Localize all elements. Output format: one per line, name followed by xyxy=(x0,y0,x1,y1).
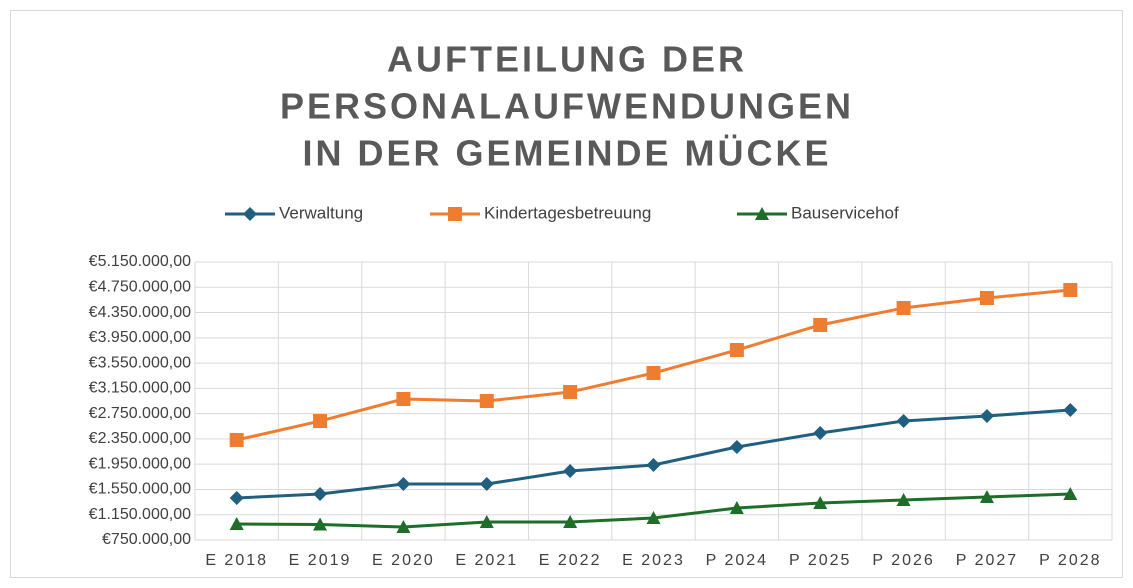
y-tick-label: €4.750.000,00 xyxy=(89,278,191,295)
data-point xyxy=(563,464,578,479)
data-point xyxy=(979,408,994,423)
y-tick-label: €1.550.000,00 xyxy=(89,481,191,498)
data-point xyxy=(646,366,661,381)
data-point xyxy=(979,291,994,306)
legend-marker xyxy=(755,207,769,220)
data-point xyxy=(563,385,578,400)
y-tick-label: €3.950.000,00 xyxy=(89,329,191,346)
x-tick-label: E 2023 xyxy=(622,552,685,569)
data-point xyxy=(813,425,828,440)
x-tick-label: E 2018 xyxy=(205,552,268,569)
chart-title: PERSONALAUFWENDUNGEN xyxy=(280,86,854,127)
data-point xyxy=(1063,487,1078,501)
data-point xyxy=(396,477,411,492)
y-tick-label: €3.150.000,00 xyxy=(89,380,191,397)
data-point xyxy=(646,458,661,473)
x-tick-label: P 2025 xyxy=(789,552,851,569)
x-tick-label: P 2026 xyxy=(872,552,934,569)
x-tick-label: P 2024 xyxy=(706,552,768,569)
data-point xyxy=(1063,402,1078,417)
data-point xyxy=(1063,282,1078,297)
data-point xyxy=(646,511,661,525)
y-tick-label: €5.150.000,00 xyxy=(89,253,191,270)
data-point xyxy=(479,477,494,492)
data-point xyxy=(396,391,411,406)
data-point xyxy=(313,414,328,429)
data-point xyxy=(896,300,911,315)
x-tick-label: E 2020 xyxy=(372,552,435,569)
data-point xyxy=(979,489,994,503)
chart-title: IN DER GEMEINDE MÜCKE xyxy=(302,133,831,174)
y-tick-label: €4.350.000,00 xyxy=(89,304,191,321)
data-point xyxy=(396,519,411,533)
legend-label: Bauservicehof xyxy=(791,203,899,222)
data-point xyxy=(729,439,744,454)
legend-label: Kindertagesbetreuung xyxy=(484,203,651,222)
y-tick-label: €750.000,00 xyxy=(102,531,191,548)
y-tick-label: €2.350.000,00 xyxy=(89,430,191,447)
data-point xyxy=(896,414,911,429)
x-tick-label: E 2021 xyxy=(455,552,518,569)
data-point xyxy=(313,487,328,502)
data-point xyxy=(729,501,744,515)
x-tick-label: E 2022 xyxy=(539,552,602,569)
data-point xyxy=(229,432,244,447)
data-point xyxy=(813,317,828,332)
chart-title: AUFTEILUNG DER xyxy=(387,39,747,80)
x-tick-label: P 2028 xyxy=(1039,552,1101,569)
data-point xyxy=(313,517,328,531)
y-tick-label: €1.150.000,00 xyxy=(89,506,191,523)
data-point xyxy=(479,394,494,408)
data-point xyxy=(896,493,911,507)
data-point xyxy=(479,514,494,528)
data-point xyxy=(729,343,744,358)
data-point xyxy=(229,517,244,531)
y-tick-label: €1.950.000,00 xyxy=(89,455,191,472)
data-point xyxy=(813,495,828,509)
x-tick-label: P 2027 xyxy=(956,552,1018,569)
legend-marker xyxy=(448,207,462,221)
data-point xyxy=(229,490,244,505)
x-tick-label: E 2019 xyxy=(289,552,352,569)
legend-label: Verwaltung xyxy=(279,203,363,222)
legend-marker xyxy=(243,207,257,221)
y-tick-label: €3.550.000,00 xyxy=(89,354,191,371)
data-point xyxy=(563,514,578,528)
chart-border xyxy=(10,10,1123,578)
y-tick-label: €2.750.000,00 xyxy=(89,405,191,422)
